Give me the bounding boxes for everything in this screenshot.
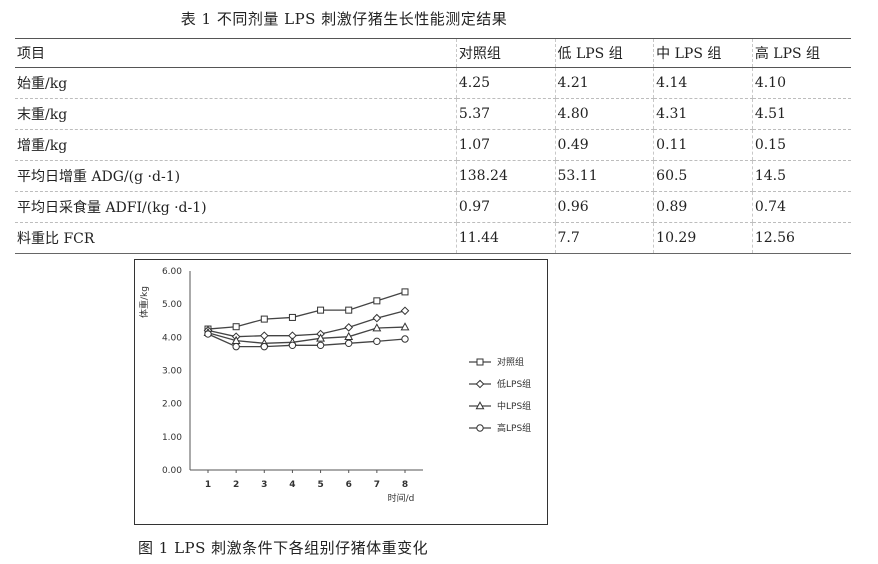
header-low-lps: 低 LPS 组 (554, 38, 654, 68)
table-row: 始重/kg 4.25 4.21 4.14 4.10 (15, 67, 851, 99)
cell-value: 0.96 (554, 191, 654, 223)
cell-value: 0.49 (554, 129, 654, 161)
series-line-2 (207, 310, 406, 338)
cell-value: 4.31 (653, 98, 753, 130)
x-tick-label: 1 (205, 480, 211, 490)
data-point (400, 322, 410, 331)
row-item: 末重/kg (15, 98, 457, 130)
y-tick-label: 2.00 (162, 400, 182, 410)
data-point (288, 341, 297, 349)
cell-value: 12.56 (751, 222, 851, 254)
x-axis-label: 时间/d (388, 492, 415, 504)
x-tick-label: 8 (402, 480, 408, 490)
y-tick-label: 5.00 (162, 300, 182, 310)
data-point (204, 330, 212, 338)
legend-marker (475, 379, 485, 389)
table-row: 平均日增重 ADG/(g ·d-1) 138.24 53.11 60.5 14.… (15, 160, 851, 192)
data-point (372, 323, 382, 332)
header-high-lps: 高 LPS 组 (751, 38, 851, 68)
y-tick-label: 1.00 (162, 433, 182, 443)
data-point (345, 306, 353, 314)
y-tick-label: 3.00 (162, 367, 182, 377)
series-line-4 (207, 333, 406, 348)
cell-value: 0.74 (751, 191, 851, 223)
cell-value: 5.37 (455, 98, 556, 130)
table-row: 料重比 FCR 11.44 7.7 10.29 12.56 (15, 222, 851, 254)
data-point (401, 335, 409, 343)
x-tick-label: 5 (317, 480, 323, 490)
data-point (316, 333, 326, 342)
data-point (260, 315, 268, 323)
y-tick-label: 0.00 (162, 466, 182, 476)
legend-marker (475, 401, 485, 410)
cell-value: 0.89 (653, 191, 753, 223)
cell-value: 4.10 (751, 67, 851, 99)
row-item: 料重比 FCR (15, 222, 457, 254)
legend-marker (476, 358, 484, 366)
data-point (259, 331, 269, 340)
cell-value: 4.21 (554, 67, 654, 99)
data-point (288, 313, 296, 321)
data-point (373, 337, 381, 346)
legend-label: 对照组 (497, 356, 524, 368)
data-point (372, 313, 382, 323)
cell-value: 4.25 (455, 67, 556, 99)
table-row: 平均日采食量 ADFI/(kg ·d-1) 0.97 0.96 0.89 0.7… (15, 191, 851, 223)
legend-label: 低LPS组 (497, 378, 531, 390)
cell-value: 4.14 (653, 67, 753, 99)
y-tick-label: 4.00 (162, 333, 182, 343)
y-tick-label: 6.00 (162, 267, 182, 277)
data-point (373, 297, 381, 305)
x-tick-label: 2 (233, 480, 239, 490)
data-point (232, 323, 240, 331)
cell-value: 1.07 (455, 129, 556, 161)
x-tick-label: 7 (374, 480, 380, 490)
legend-marker (476, 424, 484, 432)
table-header-row: 项目 对照组 低 LPS 组 中 LPS 组 高 LPS 组 (15, 38, 851, 68)
data-point (400, 306, 410, 316)
cell-value: 14.5 (751, 160, 851, 192)
legend-label: 中LPS组 (497, 400, 531, 412)
x-tick-label: 3 (261, 480, 267, 490)
results-table: 项目 对照组 低 LPS 组 中 LPS 组 高 LPS 组 始重/kg 4.2… (15, 38, 851, 254)
header-item: 项目 (15, 38, 457, 68)
data-point (345, 339, 353, 348)
legend-label: 高LPS组 (497, 422, 531, 434)
cell-value: 60.5 (653, 160, 753, 192)
series-line-3 (207, 326, 406, 344)
header-control: 对照组 (455, 38, 556, 68)
data-point (317, 306, 325, 314)
cell-value: 0.15 (751, 129, 851, 161)
cell-value: 0.97 (455, 191, 556, 223)
y-axis-label: 体重/kg (138, 286, 150, 318)
cell-value: 4.80 (554, 98, 654, 130)
cell-value: 138.24 (455, 160, 556, 192)
row-item: 始重/kg (15, 67, 457, 99)
row-item: 平均日增重 ADG/(g ·d-1) (15, 160, 457, 192)
data-point (344, 323, 354, 332)
weight-chart: 0.00 1.00 2.00 3.00 4.00 5.00 6.00 1 2 3 4 5 6 7 8 体重/k… (134, 259, 548, 525)
figure-caption: 图 1 LPS 刺激条件下各组别仔猪体重变化 (138, 539, 429, 557)
x-tick-label: 6 (346, 480, 352, 490)
header-mid-lps: 中 LPS 组 (653, 38, 753, 68)
data-point (232, 342, 240, 351)
data-point (316, 341, 325, 349)
cell-value: 53.11 (554, 160, 654, 192)
table-row: 末重/kg 5.37 4.80 4.31 4.51 (15, 98, 851, 130)
data-point (401, 288, 409, 296)
table-row: 增重/kg 1.07 0.49 0.11 0.15 (15, 129, 851, 161)
series-line-1 (207, 291, 406, 330)
cell-value: 7.7 (554, 222, 654, 254)
table-title: 表 1 不同剂量 LPS 刺激仔猪生长性能测定结果 (180, 10, 508, 28)
cell-value: 11.44 (455, 222, 556, 254)
row-item: 增重/kg (15, 129, 457, 161)
data-point (260, 342, 268, 351)
x-tick-label: 4 (289, 480, 295, 490)
data-point (344, 331, 354, 340)
cell-value: 0.11 (653, 129, 753, 161)
row-item: 平均日采食量 ADFI/(kg ·d-1) (15, 191, 457, 223)
cell-value: 10.29 (653, 222, 753, 254)
weight-line-chart: 0.00 1.00 2.00 3.00 4.00 5.00 6.00 1 2 3 4 5 6 7 8 体重/k… (138, 267, 531, 504)
cell-value: 4.51 (751, 98, 851, 130)
